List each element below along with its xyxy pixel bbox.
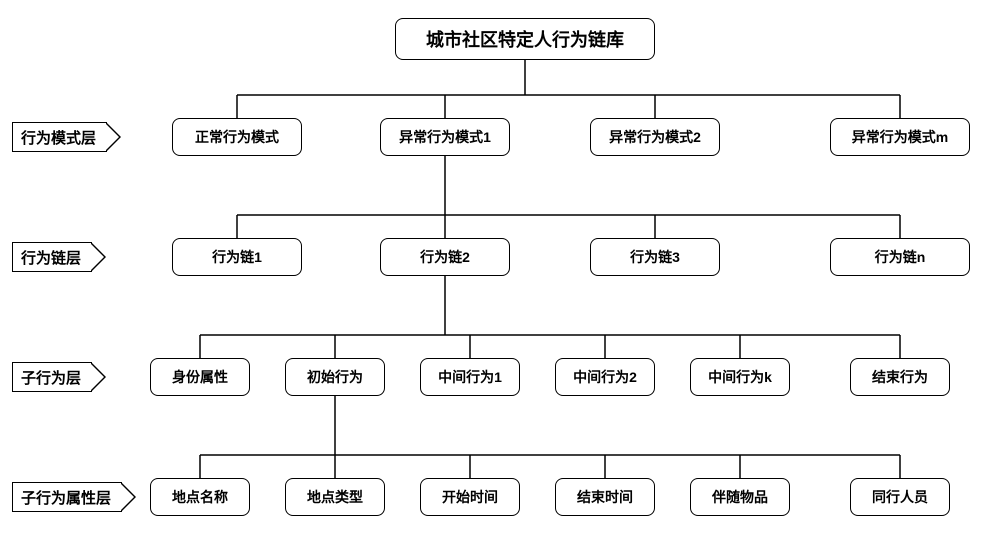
node-l2-2: 中间行为1	[420, 358, 520, 396]
node-l3-4: 伴随物品	[690, 478, 790, 516]
node-l1-1: 行为链2	[380, 238, 510, 276]
node-l0-3: 异常行为模式m	[830, 118, 970, 156]
node-l0-2: 异常行为模式2	[590, 118, 720, 156]
node-l2-1: 初始行为	[285, 358, 385, 396]
node-l2-4: 中间行为k	[690, 358, 790, 396]
row-label-0: 行为模式层	[12, 122, 107, 152]
node-l2-5: 结束行为	[850, 358, 950, 396]
connector-lines	[0, 0, 1000, 558]
row-label-1: 行为链层	[12, 242, 92, 272]
node-l1-2: 行为链3	[590, 238, 720, 276]
node-l3-0: 地点名称	[150, 478, 250, 516]
node-l3-1: 地点类型	[285, 478, 385, 516]
node-l2-3: 中间行为2	[555, 358, 655, 396]
node-l3-2: 开始时间	[420, 478, 520, 516]
node-l3-3: 结束时间	[555, 478, 655, 516]
node-l3-5: 同行人员	[850, 478, 950, 516]
node-l0-0: 正常行为模式	[172, 118, 302, 156]
node-l2-0: 身份属性	[150, 358, 250, 396]
node-l0-1: 异常行为模式1	[380, 118, 510, 156]
row-label-3: 子行为属性层	[12, 482, 122, 512]
node-l1-0: 行为链1	[172, 238, 302, 276]
node-l1-3: 行为链n	[830, 238, 970, 276]
root-node: 城市社区特定人行为链库	[395, 18, 655, 60]
row-label-2: 子行为层	[12, 362, 92, 392]
